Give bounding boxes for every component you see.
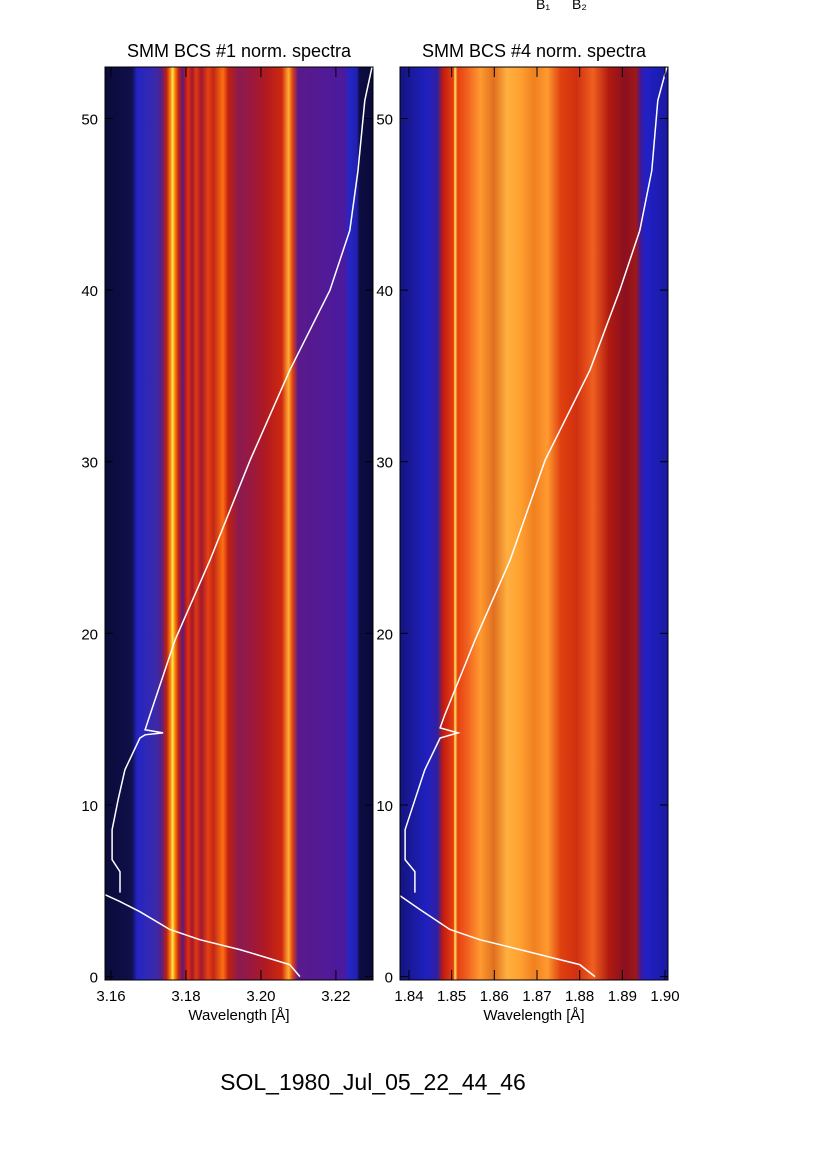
x-tick-label: 3.16 [96,988,125,1005]
annotation: B₁ [536,0,550,12]
chart-title: SMM BCS #4 norm. spectra [422,41,647,61]
plot-frame [104,66,374,981]
x-tick-label: 1.89 [608,988,637,1005]
line-series [399,67,668,978]
annotation: B₂ [572,0,587,12]
y-tick-label: 20 [81,626,98,643]
y-tick-label: 0 [90,970,98,987]
y-tick-label: 20 [376,626,393,643]
x-tick-label: 1.87 [522,988,551,1005]
y-tick-label: 50 [376,111,393,128]
x-axis-label: Wavelength [Å] [188,1007,289,1024]
x-tick-label: 1.85 [437,988,466,1005]
figure-label: SOL_1980_Jul_05_22_44_46 [220,1069,526,1095]
y-tick-label: 30 [81,455,98,472]
x-axis-label: Wavelength [Å] [483,1007,584,1024]
chart-title: SMM BCS #1 norm. spectra [127,41,352,61]
x-tick-label: 1.84 [394,988,423,1005]
x-tick-label: 1.86 [480,988,509,1005]
y-tick-label: 10 [376,798,393,815]
y-tick-label: 0 [385,970,393,987]
spectrogram-image [400,67,668,980]
y-tick-label: 40 [376,283,393,300]
x-tick-label: 3.18 [171,988,200,1005]
y-tick-label: 40 [81,283,98,300]
x-tick-label: 1.90 [650,988,679,1005]
line-series [104,67,373,978]
y-tick-label: 10 [81,798,98,815]
spectrogram-image [105,67,373,980]
x-tick-label: 3.22 [321,988,350,1005]
plot-frame [399,66,669,981]
y-tick-label: 50 [81,111,98,128]
y-tick-label: 30 [376,455,393,472]
x-tick-label: 3.20 [246,988,275,1005]
x-tick-label: 1.88 [565,988,594,1005]
